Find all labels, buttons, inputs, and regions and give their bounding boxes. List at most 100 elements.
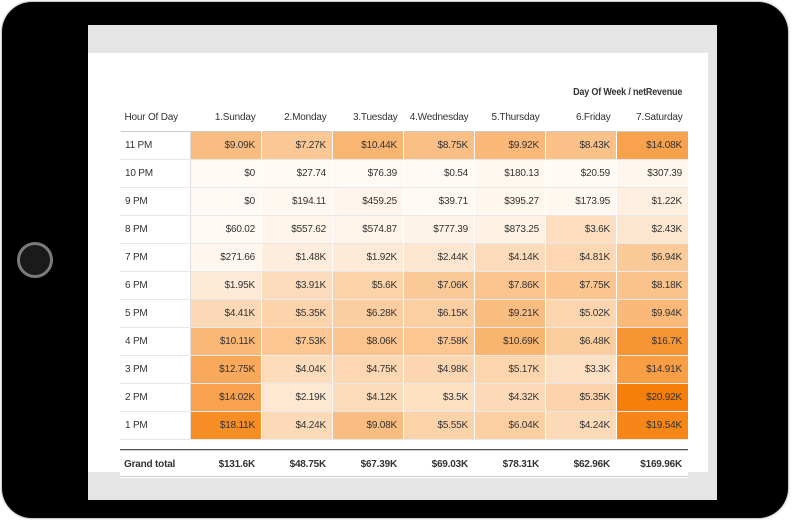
grand-total-cell: $169.96K bbox=[616, 450, 688, 477]
heatmap-cell: $7.75K bbox=[545, 271, 617, 300]
heatmap-cell: $9.21K bbox=[474, 299, 546, 328]
heatmap-cell: $5.17K bbox=[474, 355, 546, 384]
heatmap-cell: $2.44K bbox=[403, 243, 475, 272]
heatmap-cell: $9.08K bbox=[332, 411, 404, 440]
heatmap-cell: $194.11 bbox=[261, 187, 333, 216]
row-header-cell[interactable]: 10 PM bbox=[120, 159, 191, 188]
heatmap-cell: $9.94K bbox=[616, 299, 688, 328]
row-header-label[interactable]: Hour Of Day bbox=[124, 111, 179, 123]
heatmap-cell: $14.91K bbox=[616, 355, 688, 384]
column-header[interactable]: 3.Tuesday bbox=[352, 111, 398, 123]
heatmap-cell: $3.6K bbox=[545, 215, 617, 244]
heatmap-cell: $395.27 bbox=[474, 187, 546, 216]
heatmap-cell: $173.95 bbox=[545, 187, 617, 216]
row-header-cell[interactable]: 11 PM bbox=[120, 131, 191, 160]
home-button[interactable] bbox=[17, 242, 53, 278]
heatmap-cell: $10.44K bbox=[332, 131, 404, 160]
heatmap-cell: $4.04K bbox=[261, 355, 333, 384]
heatmap-cell: $8.75K bbox=[403, 131, 475, 160]
heatmap-cell: $7.53K bbox=[261, 327, 333, 356]
table-row: 5 PM $4.41K $5.35K $6.28K $6.15K $9.21K $5.02K… bbox=[120, 299, 688, 328]
heatmap-cell: $19.54K bbox=[616, 411, 688, 440]
heatmap-cell: $6.28K bbox=[332, 299, 404, 328]
heatmap-cell: $4.24K bbox=[545, 411, 617, 440]
heatmap-cell: $5.35K bbox=[261, 299, 333, 328]
heatmap-cell: $873.25 bbox=[474, 215, 546, 244]
heatmap-cell: $459.25 bbox=[332, 187, 404, 216]
column-header[interactable]: 1.Sunday bbox=[214, 111, 256, 123]
heatmap-cell: $5.35K bbox=[545, 383, 617, 412]
heatmap-cell: $1.22K bbox=[616, 187, 688, 216]
heatmap-cell: $307.39 bbox=[616, 159, 688, 188]
report-card: Day Of Week / netRevenue Hour Of Day 1.S… bbox=[88, 53, 708, 478]
row-header-cell[interactable]: 1 PM bbox=[120, 411, 191, 440]
heatmap-cell: $14.02K bbox=[190, 383, 262, 412]
table-row: 6 PM $1.95K $3.91K $5.6K $7.06K $7.86K $7.75K $… bbox=[120, 271, 688, 300]
heatmap-cell: $557.62 bbox=[261, 215, 333, 244]
heatmap-cell: $271.66 bbox=[190, 243, 262, 272]
heatmap-cell: $6.04K bbox=[474, 411, 546, 440]
column-header[interactable]: 4.Wednesday bbox=[409, 111, 469, 123]
heatmap-cell: $10.11K bbox=[190, 327, 262, 356]
heatmap-cell: $4.98K bbox=[403, 355, 475, 384]
heatmap-cell: $16.7K bbox=[616, 327, 688, 356]
heatmap-cell: $4.75K bbox=[332, 355, 404, 384]
heatmap-cell: $7.86K bbox=[474, 271, 546, 300]
row-header-cell[interactable]: 7 PM bbox=[120, 243, 191, 272]
heatmap-cell: $5.02K bbox=[545, 299, 617, 328]
heatmap-cell: $3.91K bbox=[261, 271, 333, 300]
column-header[interactable]: 2.Monday bbox=[284, 111, 327, 123]
row-header-cell[interactable]: 2 PM bbox=[120, 383, 191, 412]
table-row: 8 PM $60.02 $557.62 $574.87 $777.39 $873.25 $3… bbox=[120, 215, 688, 244]
table-row: 10 PM $0 $27.74 $76.39 $0.54 $180.13 $20.59 $30… bbox=[120, 159, 688, 188]
table-row: 7 PM $271.66 $1.48K $1.92K $2.44K $4.14K $4.81… bbox=[120, 243, 688, 272]
row-header-cell[interactable]: 9 PM bbox=[120, 187, 191, 216]
row-header-cell[interactable]: 3 PM bbox=[120, 355, 191, 384]
column-header[interactable]: 5.Thursday bbox=[491, 111, 540, 123]
heatmap-cell: $14.08K bbox=[616, 131, 688, 160]
row-header-cell[interactable]: 6 PM bbox=[120, 271, 191, 300]
heatmap-cell: $4.14K bbox=[474, 243, 546, 272]
tablet-screen: Day Of Week / netRevenue Hour Of Day 1.S… bbox=[88, 25, 717, 500]
column-dimension-header: Day Of Week / netRevenue bbox=[572, 87, 682, 98]
grand-total-row: Grand total $131.6K $48.75K $67.39K $69.… bbox=[120, 449, 688, 478]
heatmap-cell: $5.55K bbox=[403, 411, 475, 440]
heatmap-cell: $4.24K bbox=[261, 411, 333, 440]
heatmap-cell: $3.5K bbox=[403, 383, 475, 412]
heatmap-cell: $60.02 bbox=[190, 215, 262, 244]
heatmap-cell: $9.09K bbox=[190, 131, 262, 160]
heatmap-cell: $9.92K bbox=[474, 131, 546, 160]
row-header-cell[interactable]: 8 PM bbox=[120, 215, 191, 244]
heatmap-cell: $4.41K bbox=[190, 299, 262, 328]
table-row: 2 PM $14.02K $2.19K $4.12K $3.5K $4.32K $5.35K… bbox=[120, 383, 688, 412]
heatmap-cell: $6.48K bbox=[545, 327, 617, 356]
heatmap-cell: $5.6K bbox=[332, 271, 404, 300]
column-header[interactable]: 7.Saturday bbox=[636, 111, 683, 123]
heatmap-cell: $2.43K bbox=[616, 215, 688, 244]
heatmap-cell: $7.27K bbox=[261, 131, 333, 160]
heatmap-cell: $2.19K bbox=[261, 383, 333, 412]
pivot-table: Hour Of Day 1.Sunday 2.Monday 3.Tuesday … bbox=[120, 103, 688, 440]
heatmap-cell: $180.13 bbox=[474, 159, 546, 188]
grand-total-cell: $69.03K bbox=[403, 450, 474, 477]
row-header-cell[interactable]: 4 PM bbox=[120, 327, 191, 356]
heatmap-cell: $39.71 bbox=[403, 187, 475, 216]
heatmap-cell: $18.11K bbox=[190, 411, 262, 440]
row-header-cell[interactable]: 5 PM bbox=[120, 299, 191, 328]
table-row: 9 PM $0 $194.11 $459.25 $39.71 $395.27 $173.95… bbox=[120, 187, 688, 216]
heatmap-cell: $12.75K bbox=[190, 355, 262, 384]
grand-total-label: Grand total bbox=[120, 450, 190, 477]
heatmap-cell: $27.74 bbox=[261, 159, 333, 188]
heatmap-cell: $10.69K bbox=[474, 327, 546, 356]
column-header[interactable]: 6.Friday bbox=[575, 111, 611, 123]
heatmap-cell: $1.48K bbox=[261, 243, 333, 272]
heatmap-cell: $76.39 bbox=[332, 159, 404, 188]
heatmap-cell: $574.87 bbox=[332, 215, 404, 244]
grand-total-cell: $48.75K bbox=[261, 450, 332, 477]
heatmap-cell: $4.12K bbox=[332, 383, 404, 412]
pivot-table-scroll-area[interactable]: Hour Of Day 1.Sunday 2.Monday 3.Tuesday … bbox=[120, 103, 688, 468]
grand-total-cell: $62.96K bbox=[545, 450, 616, 477]
heatmap-cell: $777.39 bbox=[403, 215, 475, 244]
heatmap-cell: $8.18K bbox=[616, 271, 688, 300]
heatmap-cell: $8.43K bbox=[545, 131, 617, 160]
